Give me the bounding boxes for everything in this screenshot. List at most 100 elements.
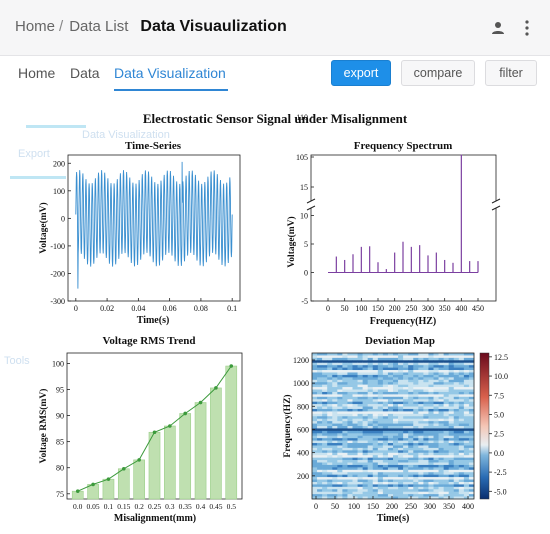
compare-button[interactable]: compare bbox=[401, 60, 475, 86]
heatmap-cell bbox=[448, 486, 455, 490]
heatmap-cell bbox=[408, 365, 414, 368]
heatmap-cell bbox=[332, 399, 338, 402]
heatmap-cell bbox=[463, 379, 470, 383]
heatmap-cell bbox=[433, 455, 439, 458]
heatmap-cell bbox=[367, 467, 374, 471]
heatmap-cell bbox=[458, 428, 465, 432]
heatmap-cell bbox=[423, 467, 429, 471]
tab-data[interactable]: Data bbox=[70, 65, 100, 81]
heatmap-cell bbox=[342, 469, 348, 473]
heatmap-cell bbox=[463, 469, 470, 473]
rms-bar bbox=[148, 431, 161, 500]
heatmap-cell bbox=[393, 462, 399, 466]
heatmap-cell bbox=[433, 399, 439, 402]
heatmap-cell bbox=[418, 477, 424, 480]
heatmap-cell bbox=[458, 396, 465, 400]
heatmap-cell bbox=[428, 426, 434, 429]
colorbar-tick-label: 7.5 bbox=[494, 391, 504, 400]
more-vertical-icon[interactable] bbox=[519, 19, 535, 37]
heatmap-cell bbox=[367, 413, 374, 417]
heatmap-cell bbox=[372, 467, 379, 471]
heatmap-cell bbox=[357, 379, 363, 383]
heatmap-cell bbox=[387, 479, 394, 483]
heatmap-cell bbox=[327, 406, 333, 410]
heatmap-cell bbox=[352, 479, 358, 483]
heatmap-cell bbox=[337, 413, 343, 417]
heatmap-cell bbox=[403, 467, 409, 471]
heatmap-cell bbox=[357, 421, 363, 424]
heatmap-cell bbox=[357, 406, 363, 410]
tab-home[interactable]: Home bbox=[18, 65, 56, 81]
heatmap-cell bbox=[327, 450, 333, 454]
filter-button[interactable]: filter bbox=[485, 60, 537, 86]
heatmap-cell bbox=[408, 438, 414, 441]
heatmap-cell bbox=[448, 394, 455, 398]
heatmap-cell bbox=[468, 435, 475, 439]
heatmap-cell bbox=[398, 367, 404, 371]
heatmap-cell bbox=[322, 443, 328, 446]
heatmap-cell bbox=[367, 389, 374, 393]
heatmap-cell bbox=[387, 460, 394, 463]
heatmap-cell bbox=[317, 489, 323, 492]
heatmap-cell bbox=[382, 443, 389, 446]
heatmap-cell bbox=[433, 372, 439, 376]
heatmap-cell bbox=[337, 469, 343, 473]
breadcrumb-home[interactable]: Home bbox=[15, 18, 56, 35]
heatmap-cell bbox=[398, 467, 404, 471]
heatmap-cell bbox=[468, 421, 475, 424]
heatmap-cell bbox=[448, 408, 455, 412]
heatmap-cell bbox=[408, 489, 414, 492]
heatmap-cell bbox=[347, 355, 353, 359]
trend-point bbox=[229, 364, 234, 368]
export-button[interactable]: export bbox=[331, 60, 391, 86]
heatmap-cell bbox=[393, 418, 399, 422]
heatmap-cell bbox=[428, 474, 434, 478]
heatmap-cell bbox=[342, 355, 348, 359]
heatmap-cell bbox=[413, 443, 419, 446]
heatmap-cell bbox=[372, 360, 379, 364]
heatmap-cell bbox=[312, 430, 318, 434]
heatmap-cell bbox=[408, 479, 414, 483]
heatmap-cell bbox=[463, 474, 470, 478]
heatmap-cell bbox=[398, 416, 404, 419]
heatmap-cell bbox=[403, 404, 409, 407]
heatmap-cell bbox=[453, 472, 460, 475]
heatmap-cell bbox=[362, 489, 368, 492]
heatmap-cell bbox=[448, 413, 455, 417]
heatmap-cell bbox=[448, 428, 455, 432]
heatmap-cell bbox=[387, 399, 394, 402]
heatmap-cell bbox=[377, 481, 384, 485]
tab-data-visualization[interactable]: Data Visualization bbox=[114, 65, 226, 81]
heatmap-cell bbox=[332, 474, 338, 478]
heatmap-cell bbox=[468, 484, 475, 488]
heatmap-cell bbox=[398, 426, 404, 429]
heatmap-cell bbox=[458, 372, 465, 376]
heatmap-cell bbox=[352, 460, 358, 463]
heatmap-cell bbox=[458, 472, 465, 475]
heatmap-cell bbox=[322, 428, 328, 432]
heatmap-cell bbox=[443, 479, 449, 483]
axis-break-mark bbox=[306, 198, 316, 204]
user-icon[interactable] bbox=[490, 20, 506, 36]
heatmap-cell bbox=[322, 477, 328, 480]
heatmap-cell bbox=[367, 404, 374, 407]
heatmap-cell bbox=[458, 362, 465, 366]
heatmap-cell bbox=[337, 421, 343, 424]
heatmap-cell bbox=[408, 411, 414, 415]
heatmap-cell bbox=[393, 428, 399, 432]
heatmap-cell bbox=[458, 469, 465, 473]
heatmap-cell bbox=[327, 474, 333, 478]
heatmap-cell bbox=[438, 464, 444, 468]
heatmap-cell bbox=[382, 387, 389, 390]
heatmap-cell bbox=[448, 484, 455, 488]
heatmap-cell bbox=[357, 433, 363, 437]
heatmap-cell bbox=[357, 438, 363, 441]
heatmap-cell bbox=[443, 408, 449, 412]
x-tick-label: 50 bbox=[341, 304, 349, 313]
breadcrumb-data-list[interactable]: Data List bbox=[69, 18, 129, 35]
heatmap-cell bbox=[312, 484, 318, 488]
heatmap-cell bbox=[387, 477, 394, 480]
heatmap-cell bbox=[408, 389, 414, 393]
heatmap-cell bbox=[398, 382, 404, 385]
heatmap-cell bbox=[403, 455, 409, 458]
